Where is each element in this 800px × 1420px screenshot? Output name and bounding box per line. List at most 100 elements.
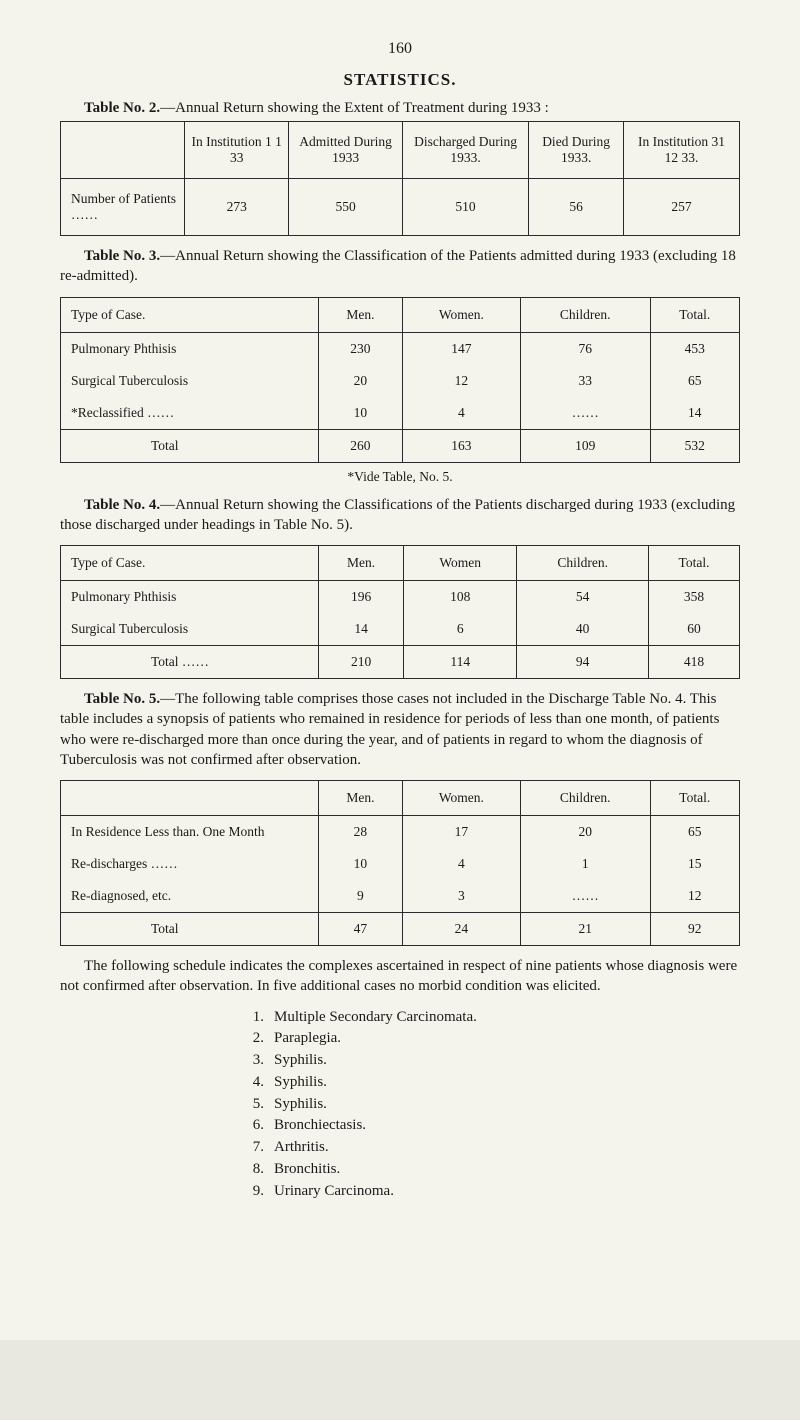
table5-tc0: Total (61, 913, 319, 946)
table2-h5: In Institution 31 12 33. (624, 122, 740, 179)
list-item: 1. Multiple Secondary Carcinomata. (240, 1007, 740, 1029)
table4-h4: Total. (649, 546, 740, 581)
table5-tc2: 24 (402, 913, 520, 946)
table3-r1c1: 20 (319, 365, 403, 397)
table2-c0: 273 (185, 179, 289, 236)
table4-r1c4: 60 (649, 613, 740, 646)
table4-r0c2: 108 (404, 581, 517, 614)
list-text: Syphilis. (274, 1072, 327, 1094)
table2-data-row: Number of Patients …… 273 550 510 56 257 (61, 179, 740, 236)
list-num: 4. (240, 1072, 264, 1094)
statistics-heading: STATISTICS. (60, 70, 740, 90)
table5-h0 (61, 781, 319, 816)
table5-h3: Children. (520, 781, 650, 816)
table3-r1c2: 12 (402, 365, 520, 397)
table3-r2c3: …… (520, 397, 650, 430)
table4-tc2: 114 (404, 646, 517, 679)
table3-tc2: 163 (402, 429, 520, 462)
list-text: Bronchitis. (274, 1159, 340, 1181)
table4-tc1: 210 (319, 646, 404, 679)
table4-r1c1: 14 (319, 613, 404, 646)
table-row: Re-discharges …… 10 4 1 15 (61, 848, 740, 880)
table3-r1c3: 33 (520, 365, 650, 397)
schedule-list: 1. Multiple Secondary Carcinomata. 2.Para… (240, 1007, 740, 1203)
table3: Type of Case. Men. Women. Children. Tota… (60, 297, 740, 463)
table5-h2: Women. (402, 781, 520, 816)
table3-intro-rest: —Annual Return showing the Classificatio… (60, 248, 736, 284)
table3-r2c4: 14 (650, 397, 740, 430)
list-text: Multiple Secondary Carcinomata. (274, 1007, 477, 1029)
document-page: 160 STATISTICS. Table No. 2.—Annual Retu… (0, 0, 800, 1340)
table5: Men. Women. Children. Total. In Residenc… (60, 780, 740, 946)
table4-tc0: Total …… (61, 646, 319, 679)
table5-r2c0: Re-diagnosed, etc. (61, 880, 319, 913)
table4-r0c4: 358 (649, 581, 740, 614)
table3-h4: Total. (650, 297, 740, 332)
table4-intro-rest: —Annual Return showing the Classificatio… (60, 497, 735, 533)
table3-r2c1: 10 (319, 397, 403, 430)
list-num: 7. (240, 1137, 264, 1159)
list-item: 6.Bronchiectasis. (240, 1115, 740, 1137)
table4-tc4: 418 (649, 646, 740, 679)
list-num: 2. (240, 1028, 264, 1050)
table5-r2c1: 9 (319, 880, 403, 913)
table5-tc4: 92 (650, 913, 740, 946)
table5-r2c3: …… (520, 880, 650, 913)
table-row: Pulmonary Phthisis 230 147 76 453 (61, 332, 740, 365)
table-row: Surgical Tuberculosis 14 6 40 60 (61, 613, 740, 646)
table4-h1: Men. (319, 546, 404, 581)
table-row: Re-diagnosed, etc. 9 3 …… 12 (61, 880, 740, 913)
table4-h0: Type of Case. (61, 546, 319, 581)
list-item: 7.Arthritis. (240, 1137, 740, 1159)
list-num: 5. (240, 1094, 264, 1116)
table2-c4: 257 (624, 179, 740, 236)
table-row: In Residence Less than. One Month 28 17 … (61, 816, 740, 849)
table3-h2: Women. (402, 297, 520, 332)
table3-intro-bold: Table No. 3. (84, 248, 160, 264)
table4-r1c3: 40 (517, 613, 649, 646)
table5-header-row: Men. Women. Children. Total. (61, 781, 740, 816)
table3-tc3: 109 (520, 429, 650, 462)
table3-h3: Children. (520, 297, 650, 332)
list-item: 8.Bronchitis. (240, 1159, 740, 1181)
table2: In Institution 1 1 33 Admitted During 19… (60, 121, 740, 236)
table5-tc1: 47 (319, 913, 403, 946)
table3-tc0: Total (61, 429, 319, 462)
list-num: 1. (240, 1007, 264, 1029)
table3-h1: Men. (319, 297, 403, 332)
table5-r2c2: 3 (402, 880, 520, 913)
list-item: 2.Paraplegia. (240, 1028, 740, 1050)
table4-header-row: Type of Case. Men. Women Children. Total… (61, 546, 740, 581)
schedule-paragraph: The following schedule indicates the com… (60, 956, 740, 997)
page-number: 160 (60, 40, 740, 58)
list-num: 6. (240, 1115, 264, 1137)
list-item: 9.Urinary Carcinoma. (240, 1181, 740, 1203)
list-text: Syphilis. (274, 1050, 327, 1072)
table3-tc4: 532 (650, 429, 740, 462)
table5-r0c2: 17 (402, 816, 520, 849)
table4-h2: Women (404, 546, 517, 581)
table3-r0c1: 230 (319, 332, 403, 365)
list-text: Syphilis. (274, 1094, 327, 1116)
list-item: 4. Syphilis. (240, 1072, 740, 1094)
table4-r0c1: 196 (319, 581, 404, 614)
table5-r1c0: Re-discharges …… (61, 848, 319, 880)
table2-h1: In Institution 1 1 33 (185, 122, 289, 179)
list-text: Urinary Carcinoma. (274, 1181, 394, 1203)
table3-r2c2: 4 (402, 397, 520, 430)
table5-r1c3: 1 (520, 848, 650, 880)
table4-h3: Children. (517, 546, 649, 581)
table2-c3: 56 (529, 179, 624, 236)
table2-h4: Died During 1933. (529, 122, 624, 179)
table5-r0c1: 28 (319, 816, 403, 849)
table5-h4: Total. (650, 781, 740, 816)
table3-intro: Table No. 3.—Annual Return showing the C… (60, 246, 740, 287)
table3-total-row: Total 260 163 109 532 (61, 429, 740, 462)
table2-h0 (61, 122, 185, 179)
table5-r2c4: 12 (650, 880, 740, 913)
table5-r1c1: 10 (319, 848, 403, 880)
table4-r0c0: Pulmonary Phthisis (61, 581, 319, 614)
table2-c2: 510 (402, 179, 528, 236)
table2-caption-rest: —Annual Return showing the Extent of Tre… (160, 100, 549, 116)
table2-row-label: Number of Patients …… (61, 179, 185, 236)
